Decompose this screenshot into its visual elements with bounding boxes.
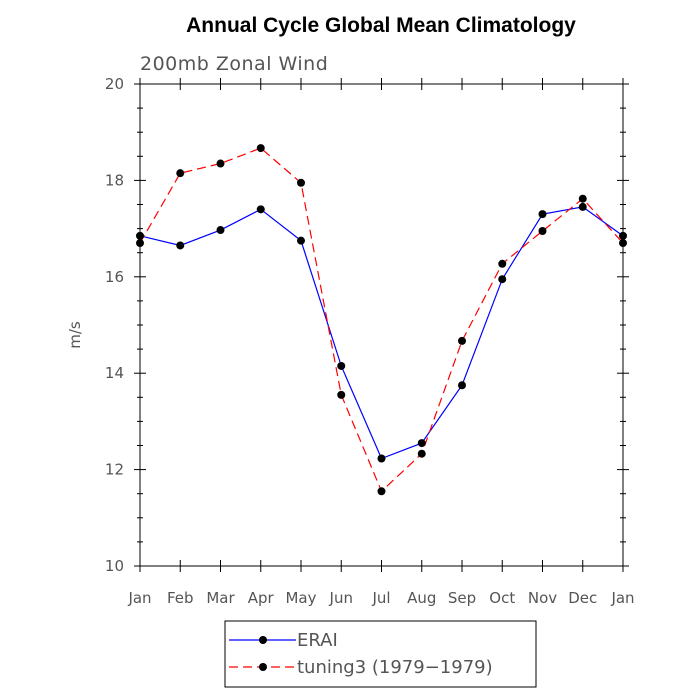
y-tick-label: 10	[105, 557, 124, 575]
legend-marker-1	[259, 663, 267, 671]
y-tick-label: 14	[105, 364, 124, 382]
data-point-series-1	[216, 159, 225, 168]
y-tick-label: 18	[105, 171, 124, 189]
x-tick-label: Sep	[448, 589, 476, 607]
legend-label-0: ERAI	[297, 630, 338, 651]
data-point-series-0	[337, 361, 346, 370]
data-point-series-1	[377, 487, 386, 496]
series-lines	[136, 144, 627, 496]
x-tick-label: Feb	[167, 589, 194, 607]
data-point-series-0	[377, 454, 386, 463]
data-point-series-1	[538, 227, 547, 236]
data-point-series-0	[256, 205, 265, 214]
data-point-series-0	[176, 241, 185, 250]
chart-title: Annual Cycle Global Mean Climatology	[186, 14, 576, 37]
data-point-series-0	[458, 381, 466, 390]
data-point-series-0	[297, 236, 305, 245]
data-point-series-0	[216, 226, 225, 235]
data-point-series-1	[176, 169, 185, 178]
data-point-series-1	[578, 194, 587, 203]
x-tick-label: Mar	[206, 589, 235, 607]
chart-subtitle: 200mb Zonal Wind	[140, 53, 328, 75]
data-point-series-1	[297, 178, 305, 187]
x-tick-label: Jun	[329, 589, 353, 607]
tick-marks	[134, 78, 629, 572]
y-tick-label: 20	[105, 75, 124, 93]
x-tick-label: Jul	[371, 589, 390, 607]
x-tick-labels: Jan Feb Mar Apr May Jun Jul Aug Sep Oct Nov Dec Jan	[127, 589, 634, 607]
data-point-series-1	[417, 449, 426, 458]
data-point-series-0	[498, 275, 507, 284]
x-tick-label: Jan	[127, 589, 151, 607]
data-point-series-0	[538, 210, 547, 219]
x-tick-label: Aug	[407, 589, 436, 607]
data-point-series-0	[578, 202, 587, 211]
y-tick-label: 12	[105, 461, 124, 479]
data-point-series-1	[256, 144, 265, 153]
legend-marker-0	[259, 636, 267, 644]
legend-label-1: tuning3 (1979−1979)	[297, 657, 493, 678]
x-tick-label: Nov	[528, 589, 557, 607]
x-tick-label: Dec	[568, 589, 597, 607]
data-point-series-1	[458, 336, 466, 345]
y-tick-labels: 10 12 14 16 18 20	[105, 75, 124, 575]
plot-frame	[139, 83, 624, 567]
x-tick-label: Apr	[248, 589, 275, 607]
y-axis-label: m/s	[66, 321, 84, 349]
series-line-1	[139, 147, 624, 493]
y-tick-label: 16	[105, 268, 124, 286]
data-point-series-0	[417, 439, 426, 448]
legend-box	[224, 620, 537, 688]
x-tick-label: Oct	[489, 589, 515, 607]
legend: ERAI tuning3 (1979−1979)	[224, 620, 537, 688]
data-point-series-1	[337, 390, 346, 399]
x-tick-label: Jan	[610, 589, 634, 607]
x-tick-label: May	[285, 589, 316, 607]
series-line-0	[139, 206, 624, 460]
data-point-series-1	[498, 259, 507, 268]
